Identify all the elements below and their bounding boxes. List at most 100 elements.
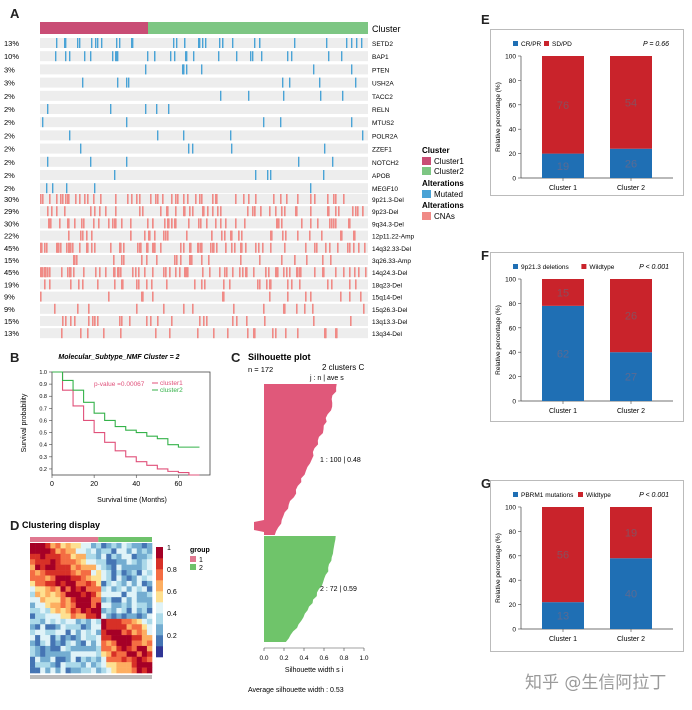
heatmap-cell	[116, 580, 122, 587]
cna-tick	[272, 328, 274, 339]
mutation-tick	[346, 38, 348, 48]
heatmap-cell	[96, 618, 102, 625]
mutation-tick	[52, 183, 54, 194]
bar-bottom-label: 40	[625, 589, 637, 601]
heatmap-cell	[131, 618, 138, 625]
cna-tick	[255, 194, 257, 204]
heatmap-cell	[75, 651, 82, 658]
bar-bottom-label: 62	[557, 348, 569, 360]
heatmap-cell	[70, 624, 77, 630]
heatmap-cell	[70, 608, 77, 614]
cna-gene: 14q32.33-Del	[372, 246, 412, 253]
heatmap-cell	[126, 564, 132, 571]
mutation-row-bg	[40, 143, 368, 154]
heatmap-cell	[30, 651, 36, 658]
heatmap-cell	[126, 624, 132, 630]
mutation-tick	[91, 38, 93, 48]
cna-tick	[88, 316, 90, 326]
cna-tick	[225, 218, 227, 229]
cna-tick	[305, 242, 307, 253]
mutation-tick	[351, 64, 353, 75]
heatmap-cell	[85, 656, 92, 663]
mutation-tick	[193, 51, 195, 62]
cna-tick	[195, 194, 197, 204]
cna-tick	[297, 267, 299, 278]
cna-tick	[244, 218, 246, 229]
cna-tick	[197, 242, 199, 253]
cna-tick	[266, 279, 268, 290]
heatmap-cell	[50, 667, 56, 674]
cna-tick	[276, 267, 278, 278]
heatmap-cell	[101, 618, 107, 625]
mutation-gene: RELN	[372, 107, 390, 114]
heatmap-sample-labels	[30, 675, 152, 679]
cna-tick	[65, 194, 67, 204]
heatmap-cell	[111, 635, 117, 641]
cna-pct: 9%	[4, 305, 15, 314]
heatmap-cell	[121, 667, 127, 674]
cna-gene: 9p21.3-Del	[372, 197, 404, 204]
heatmap-cell	[60, 575, 66, 582]
heatmap-cell	[101, 575, 107, 582]
cna-tick	[340, 291, 342, 302]
heatmap-cell	[85, 548, 92, 555]
cna-tick	[291, 279, 293, 290]
heatmap-cell	[60, 635, 66, 641]
mutation-tick	[174, 51, 176, 62]
legend-label-2: SD/PD	[552, 41, 572, 48]
cna-tick	[337, 242, 339, 253]
heatmap-cell	[45, 662, 51, 668]
heatmap-cell	[85, 662, 92, 668]
survival-plot-b: Molecular_Subtype_NMF Cluster = 2 1.0 0.9 0…	[21, 354, 211, 504]
mutation-row-bg	[40, 183, 368, 194]
heatmap-cell	[55, 548, 61, 555]
cna-tick	[136, 303, 138, 314]
cna-pct: 45%	[4, 268, 19, 277]
heatmap-cell	[75, 553, 82, 560]
mutation-tick	[126, 156, 128, 167]
panel-letter-c: C	[231, 350, 241, 365]
heatmap-cell	[136, 608, 143, 614]
heatmap-cell	[60, 662, 66, 668]
cna-tick	[265, 267, 267, 278]
mutation-tick	[283, 90, 285, 101]
heatmap-cell	[146, 613, 153, 620]
cna-row-bg	[40, 230, 368, 241]
heatmap-cell	[106, 667, 112, 674]
heatmap-cell	[131, 667, 138, 674]
cna-tick	[310, 194, 312, 204]
cna-tick	[73, 255, 75, 265]
heatmap-cell	[126, 662, 132, 668]
heatmap-cell	[111, 597, 117, 603]
heatmap-cell	[75, 559, 82, 565]
heatmap-cell	[65, 624, 71, 630]
heatmap-cell	[85, 635, 92, 641]
cna-tick	[215, 194, 217, 204]
heatmap-cell	[85, 640, 92, 647]
heatmap-cell	[121, 656, 127, 663]
heatmap-cell	[50, 564, 56, 571]
cna-tick	[169, 328, 171, 339]
heatmap-cell	[45, 559, 51, 565]
cna-tick	[59, 218, 61, 229]
heatmap-cell	[50, 553, 56, 560]
colorkey-segment	[156, 547, 163, 559]
heatmap-cell	[111, 608, 117, 614]
heatmap-cell	[85, 559, 92, 565]
cna-tick	[179, 267, 181, 278]
heatmap-cell	[80, 635, 87, 641]
cna-tick	[194, 279, 196, 290]
cna-tick	[313, 316, 315, 326]
heatmap-cell	[91, 575, 97, 582]
cna-tick	[115, 218, 117, 229]
heatmap-cell	[136, 543, 143, 549]
heatmap-cell	[35, 662, 41, 668]
heatmap-cell	[96, 575, 102, 582]
heatmap-cell	[141, 591, 148, 598]
heatmap-cell	[45, 651, 51, 658]
cna-tick	[62, 194, 64, 204]
cna-tick	[94, 242, 96, 253]
mutation-gene: MEGF10	[372, 186, 398, 193]
heatmap-cell	[116, 651, 122, 658]
heatmap-cell	[70, 656, 77, 663]
